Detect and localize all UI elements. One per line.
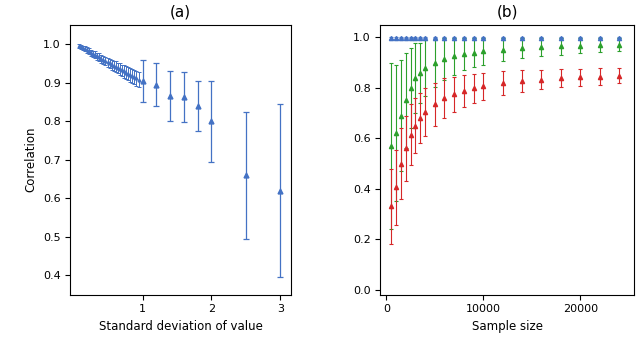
X-axis label: Standard deviation of value: Standard deviation of value	[99, 320, 262, 333]
X-axis label: Sample size: Sample size	[472, 320, 543, 333]
Y-axis label: Correlation: Correlation	[24, 127, 37, 192]
Title: (a): (a)	[170, 5, 191, 20]
Title: (b): (b)	[496, 5, 518, 20]
